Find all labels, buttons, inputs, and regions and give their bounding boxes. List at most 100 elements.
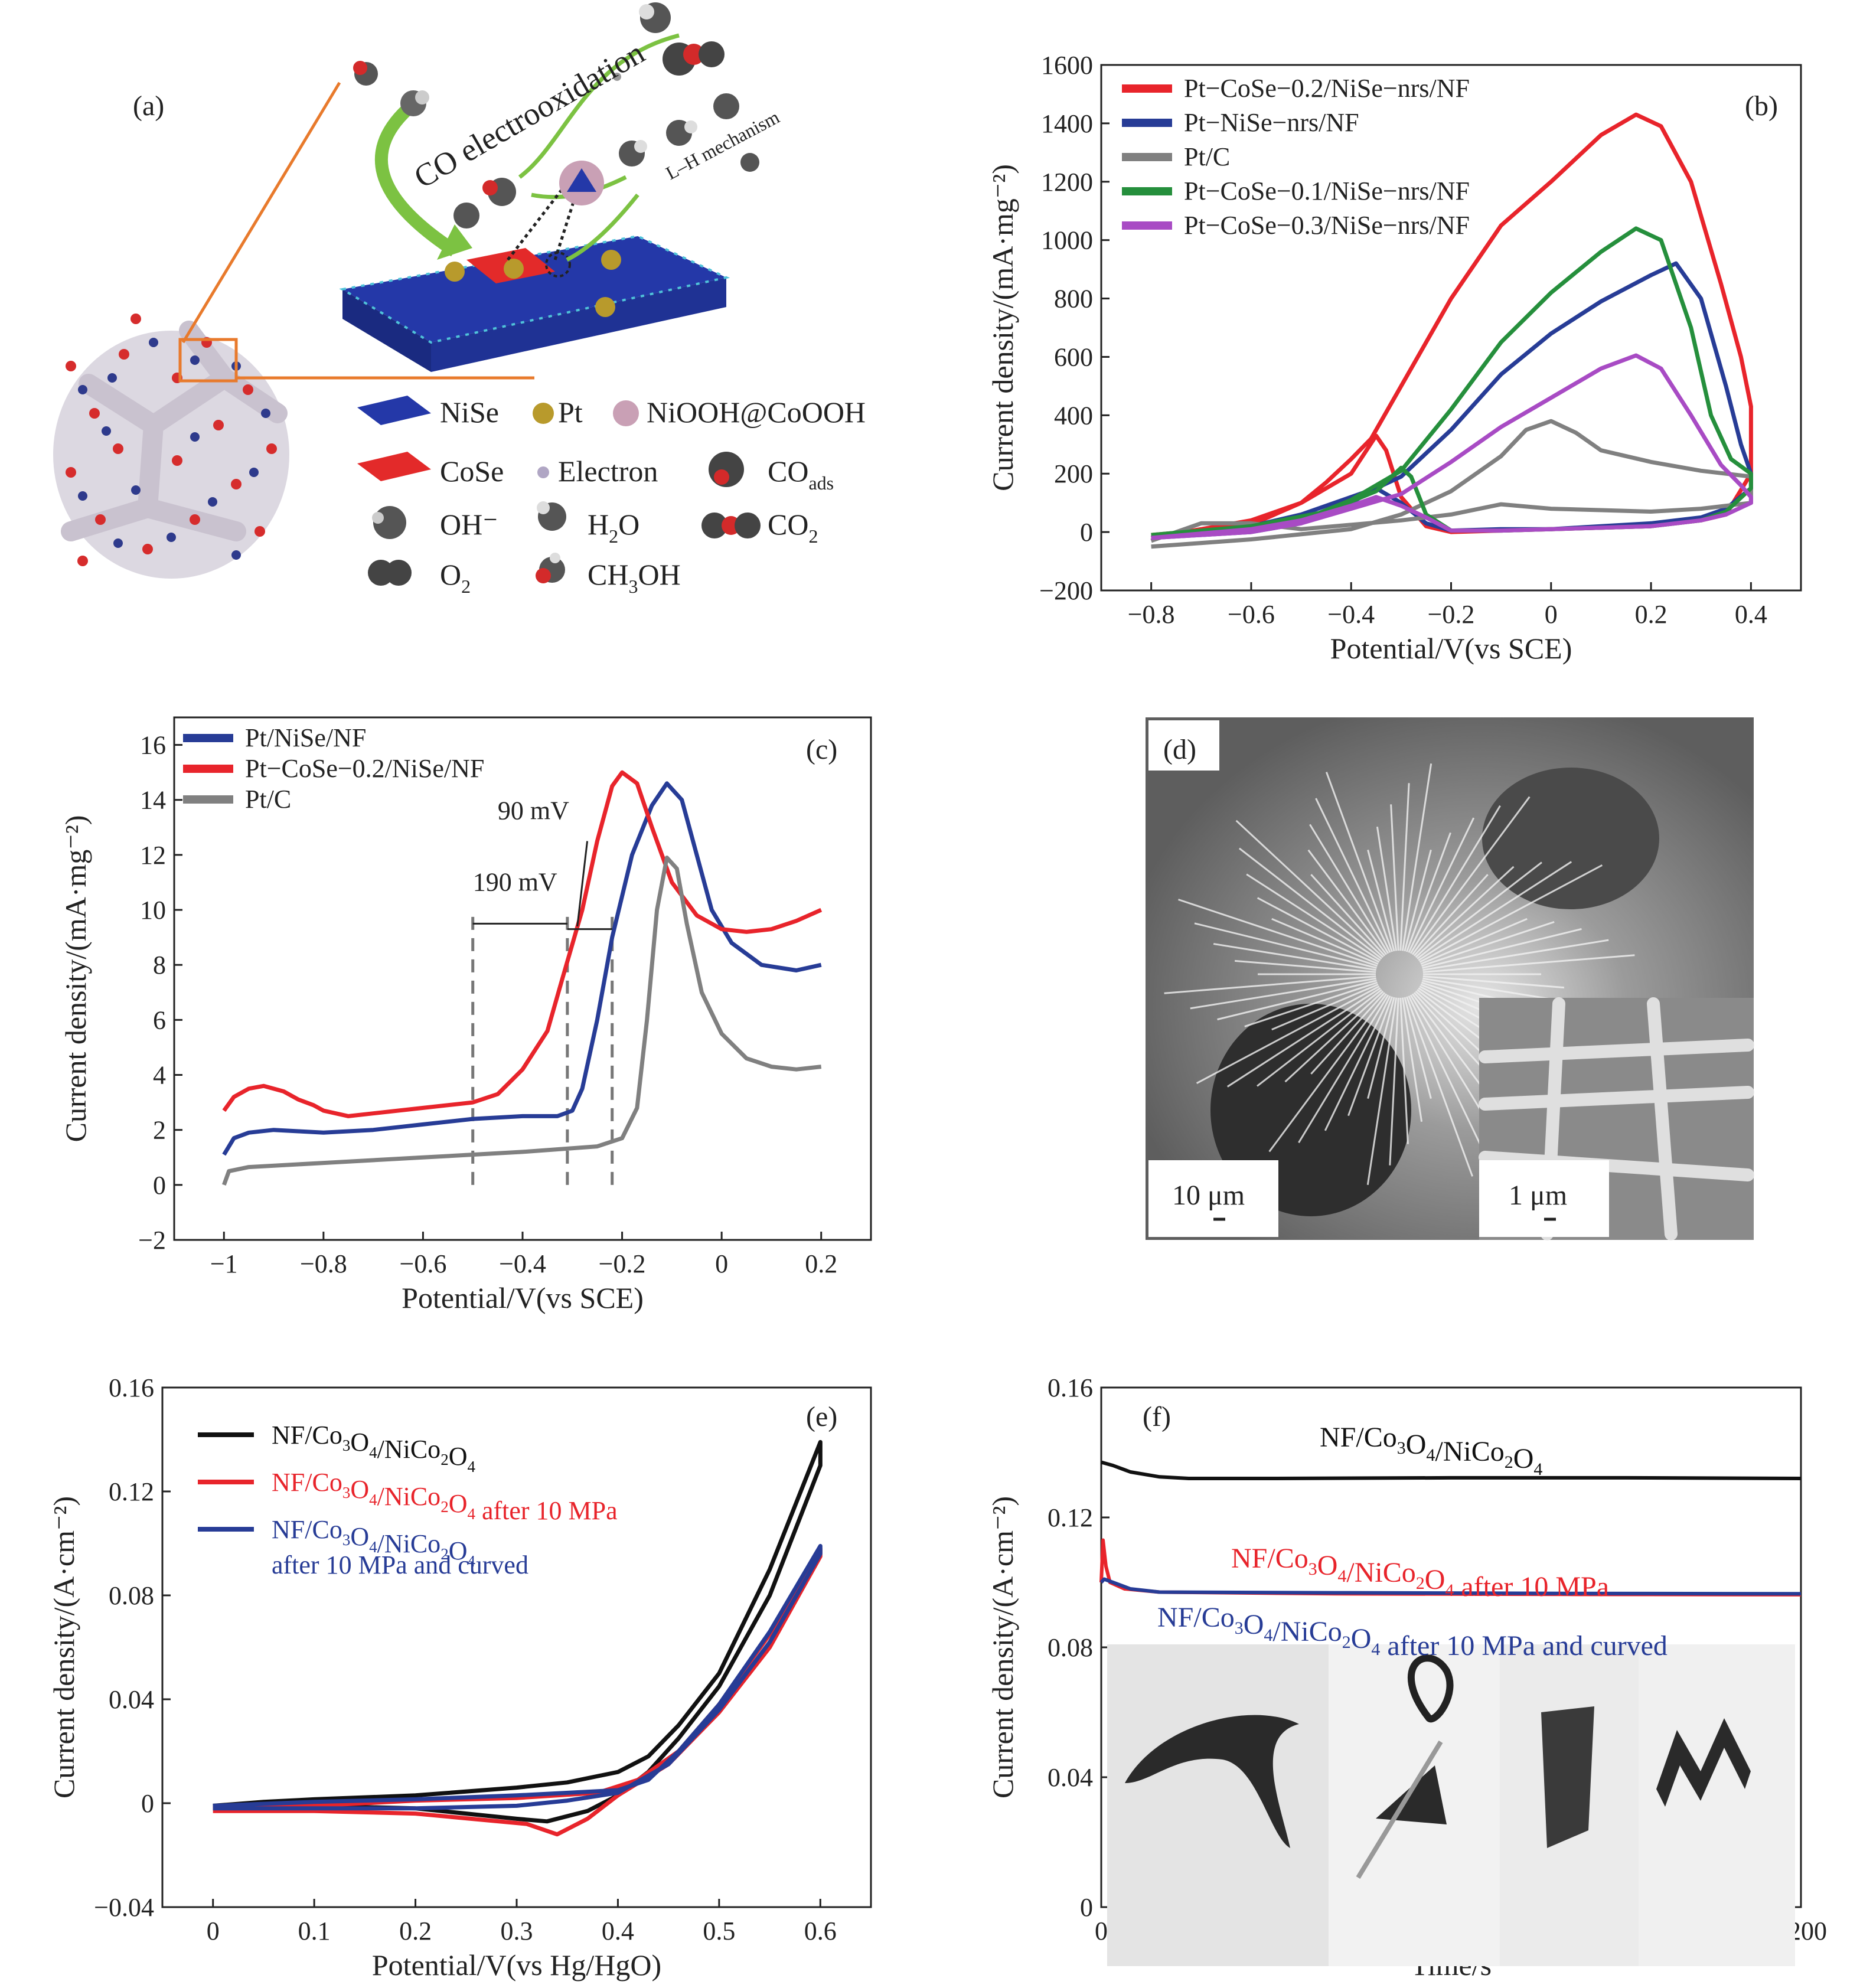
co-ads-sub: ads	[808, 472, 834, 494]
legend-entry: Pt−CoSe−0.2/NiSe/NF	[245, 754, 484, 783]
series-line	[1151, 353, 1753, 540]
series-line	[222, 856, 822, 1186]
x-tick-label: 0.4	[602, 1917, 634, 1945]
series-line	[222, 770, 823, 1118]
subscript: 4	[1533, 1460, 1542, 1479]
text-run: /NiCo	[1272, 1616, 1342, 1647]
nanowire	[1399, 783, 1410, 951]
nanowire	[1246, 873, 1381, 961]
legend-entry: NF/Co3O4/NiCo2O4	[272, 1515, 475, 1570]
subscript: 3	[342, 1437, 351, 1454]
legend-cose: CoSe	[440, 455, 504, 488]
legend-nise: NiSe	[440, 396, 499, 429]
h2o-h-icon	[537, 501, 550, 514]
x-tick-label: 0.4	[1735, 600, 1767, 629]
y-tick-label: 0.16	[1048, 1373, 1093, 1402]
x-tick-label: 0.6	[804, 1917, 837, 1945]
nanowire	[1422, 928, 1582, 969]
scale-bar-main: 10 μm	[1172, 1180, 1245, 1211]
y-tick-label: 6	[153, 1006, 166, 1034]
text-run: /NiCo	[1346, 1557, 1415, 1588]
subscript: 2	[440, 1451, 449, 1468]
text-run: O	[350, 1428, 369, 1457]
panel-e-label: (e)	[806, 1401, 837, 1432]
ch3oh-sub: 3	[628, 576, 638, 597]
niooh-coooh-icon	[613, 400, 639, 426]
series-line	[222, 781, 822, 1156]
legend-electron: Electron	[558, 455, 658, 488]
legend-co-ads: COads	[768, 455, 834, 494]
subscript: 4	[467, 1458, 475, 1476]
y-tick-label: 0	[141, 1789, 154, 1818]
y-tick-label: 400	[1054, 401, 1093, 430]
nanowire	[1389, 997, 1399, 1166]
subscript: 4	[1264, 1625, 1272, 1645]
zoom-box	[178, 338, 238, 383]
nanowire	[1418, 861, 1572, 961]
panel-b-chart: −0.8 −0.6 −0.4 −0.2 0 0.2 0.4 −200 0 200 400 600 800…	[986, 51, 1802, 665]
subscript: 3	[342, 1531, 351, 1549]
series-line	[1151, 226, 1753, 537]
legend-entry: NF/Co3O4/NiCo2O4	[272, 1421, 475, 1476]
subscript: 3	[1235, 1618, 1244, 1638]
panel-a-label: (a)	[133, 90, 164, 122]
nanowire	[1401, 997, 1423, 1122]
text-run: /NiCo	[1435, 1436, 1504, 1467]
h2o-sub: 2	[609, 525, 618, 547]
text-run: O	[1244, 1609, 1264, 1640]
scale-inset-bg	[1479, 1160, 1609, 1237]
nanowire	[1194, 922, 1377, 969]
nise-icon	[357, 396, 431, 425]
panel-c-chart: −1 −0.8 −0.6 −0.4 −0.2 0 0.2 −2 0 2 4 6 8 10 12 14 16 Pot…	[59, 716, 872, 1314]
ch3oh-text2: OH	[638, 558, 680, 591]
scale-main-bg	[1148, 1160, 1278, 1237]
nanowire	[1235, 959, 1376, 973]
nanowire	[1421, 921, 1555, 967]
panel-a: (a)	[53, 2, 866, 597]
series-label-curved: NF/Co3O4/NiCo2O4 after 10 MPa and curved	[1157, 1602, 1668, 1661]
legend-o2: O2	[440, 558, 471, 597]
subscript: 2	[440, 1545, 449, 1563]
text-run: O	[350, 1475, 369, 1504]
y-tick-label: 0.12	[1048, 1503, 1093, 1532]
nanowire	[1405, 832, 1451, 952]
text-run: O	[1406, 1429, 1427, 1460]
y-axis-title: Current density/(A·cm⁻²)	[986, 1496, 1019, 1798]
legend-entry: Pt−CoSe−0.1/NiSe−nrs/NF	[1184, 177, 1470, 205]
nanowire	[1419, 864, 1603, 963]
y-axis-title: Current density/(mA·mg⁻²)	[59, 815, 92, 1142]
annotation-90mv: 90 mV	[498, 796, 569, 825]
legend-entry: Pt/C	[1184, 142, 1230, 171]
annotation-190mv: 190 mV	[473, 867, 557, 896]
text-run: NF/Co	[1231, 1543, 1308, 1574]
curved-sample-icon	[1125, 1715, 1299, 1848]
text-run: O	[449, 1442, 468, 1471]
subscript: 3	[1308, 1559, 1317, 1579]
oh-h-icon	[372, 512, 384, 524]
text-run: NF/Co	[1320, 1422, 1397, 1453]
y-tick-label: 1400	[1041, 109, 1093, 138]
nanowire	[1268, 993, 1388, 1153]
x-tick-label: 0.2	[399, 1917, 432, 1945]
co2-icon	[701, 512, 727, 538]
rolled-sample-icon	[1541, 1706, 1594, 1848]
nanowire	[1226, 987, 1381, 1088]
nanowire	[1257, 897, 1380, 963]
subscript: 4	[369, 1538, 377, 1556]
text-run: O	[1425, 1564, 1445, 1595]
y-tick-label: 0	[153, 1171, 166, 1200]
nanowire	[1307, 849, 1388, 955]
text-run: O	[449, 1536, 468, 1565]
x-tick-label: −1	[210, 1249, 238, 1278]
panel-d: (d) 10 μm 1 μm	[1146, 717, 1754, 1241]
x-tick-label: −0.8	[1128, 600, 1175, 629]
text-run: after 10 MPa and curved	[1380, 1630, 1668, 1661]
legend-ch3oh: CH3OH	[588, 558, 681, 597]
nanowire	[1409, 805, 1501, 954]
nanowire	[1235, 820, 1384, 958]
y-axis-title: Current density/(A·cm⁻²)	[47, 1496, 80, 1798]
text-run: O	[1513, 1443, 1534, 1474]
nanowire	[1284, 990, 1384, 1083]
x-tick-label: 0.2	[805, 1249, 837, 1278]
h2o-text2: O	[618, 508, 639, 541]
